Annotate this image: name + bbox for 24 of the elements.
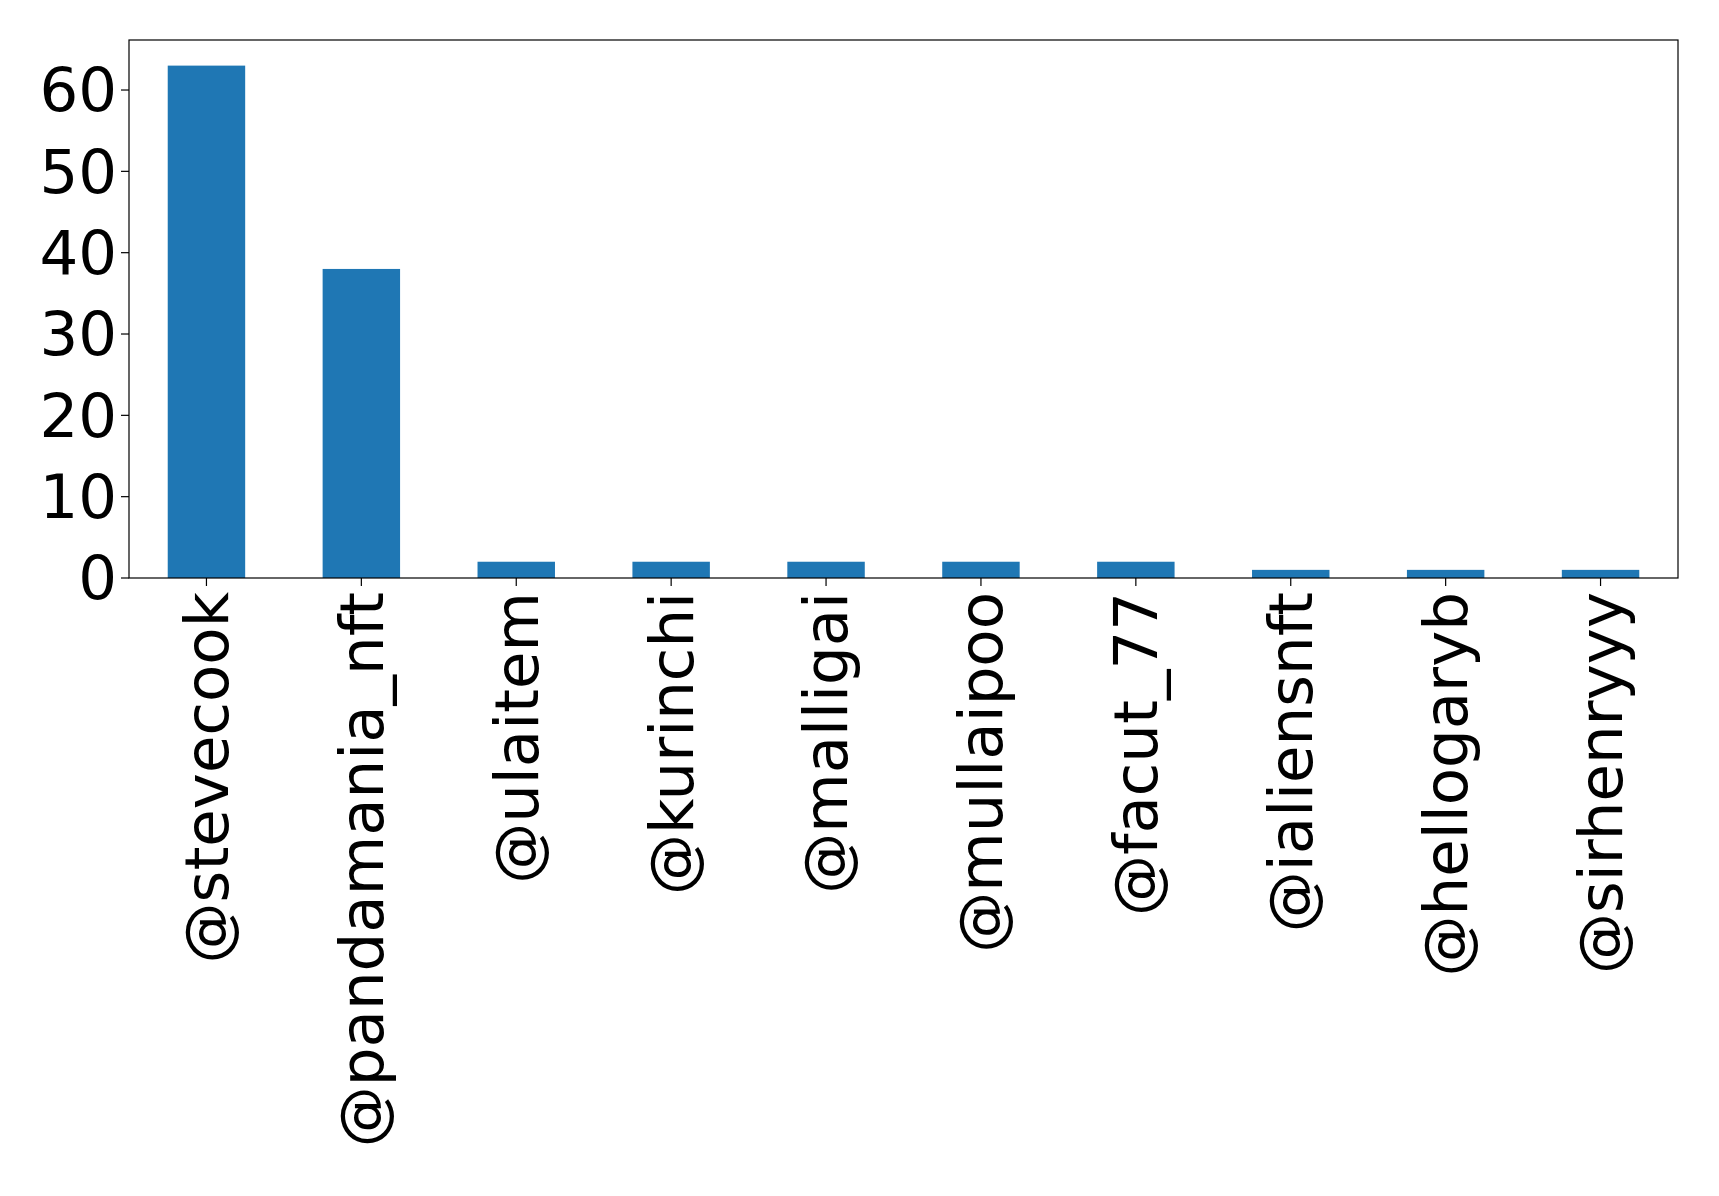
bar bbox=[1097, 561, 1175, 578]
y-tick-label: 50 bbox=[39, 135, 117, 207]
bar bbox=[787, 561, 865, 578]
y-tick-label: 30 bbox=[39, 298, 117, 370]
x-tick-label: @hellogaryb bbox=[1410, 592, 1481, 977]
bar bbox=[942, 561, 1020, 578]
x-tick-label: @facut_77 bbox=[1100, 592, 1172, 917]
bar bbox=[477, 561, 555, 578]
x-tick-label: @pandamania_nft bbox=[325, 592, 397, 1148]
x-tick-label: @sirhenryyy bbox=[1564, 592, 1636, 974]
x-tick-label: @ulaitem bbox=[480, 592, 552, 884]
y-tick-label: 20 bbox=[39, 379, 117, 451]
x-tick-label: @kurinchi bbox=[635, 592, 707, 895]
y-tick-label: 0 bbox=[78, 542, 117, 614]
y-tick-label: 10 bbox=[39, 461, 117, 533]
y-tick-label: 40 bbox=[39, 217, 117, 289]
bar bbox=[632, 561, 710, 578]
x-tick-label: @malligai bbox=[790, 592, 862, 894]
x-tick-label: @stevecook bbox=[170, 591, 242, 964]
y-tick-label: 60 bbox=[39, 54, 117, 126]
x-tick-label: @mullaipoo bbox=[945, 592, 1017, 953]
x-tick-label: @ialiensnft bbox=[1255, 592, 1327, 933]
bar bbox=[167, 65, 246, 578]
bar bbox=[322, 268, 401, 578]
